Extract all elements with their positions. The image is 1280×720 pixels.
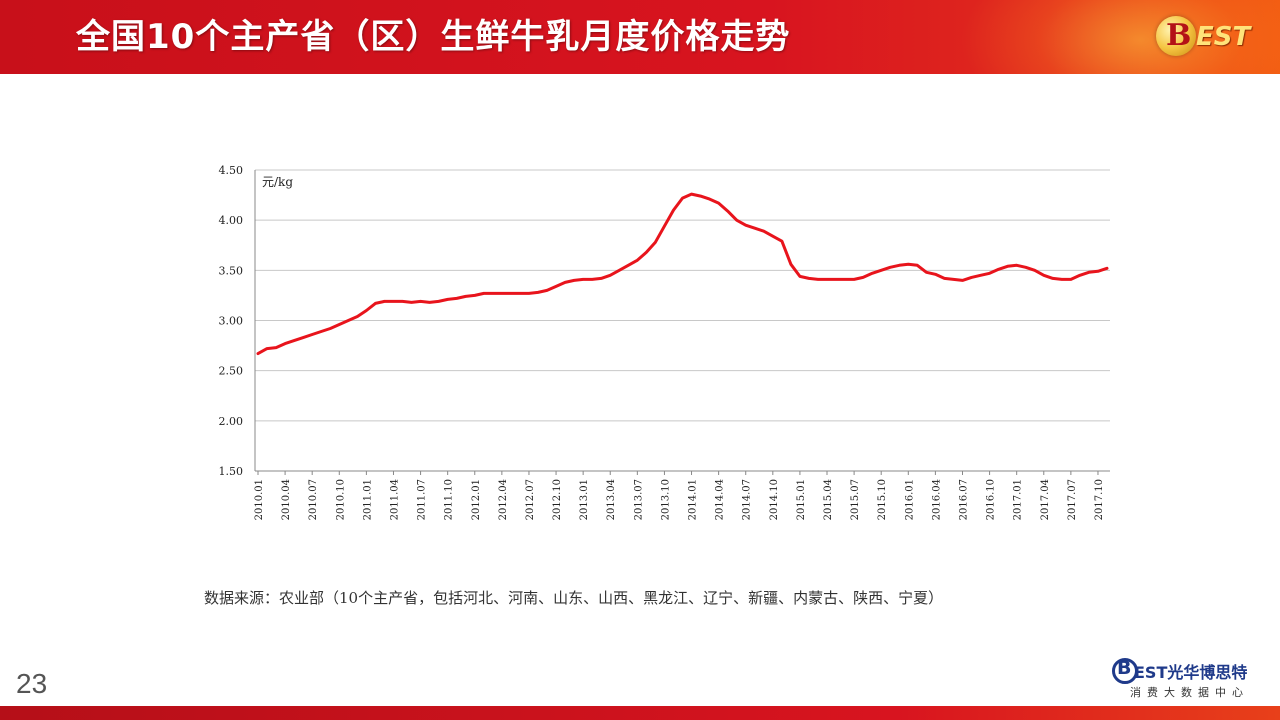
y-axis-label: 元/kg	[262, 175, 293, 189]
x-tick-label: 2017.07	[1067, 479, 1078, 520]
x-tick-label: 2010.07	[308, 479, 319, 520]
x-tick-label: 2012.01	[471, 479, 482, 520]
y-tick-label: 4.00	[219, 214, 244, 227]
price-chart: 4.50 4.00 3.50 3.00 2.50 2.00 1.50 2010.01 2010…	[200, 160, 1130, 550]
x-tick-label: 2017.01	[1013, 479, 1024, 520]
x-tick-label: 2015.07	[850, 479, 861, 520]
x-tick-label: 2011.10	[444, 479, 455, 520]
y-tick-label: 2.00	[219, 415, 244, 428]
best-logo: B EST	[1152, 10, 1262, 64]
x-tick-label: 2016.07	[958, 479, 969, 520]
logo-est-text: EST	[1196, 22, 1251, 52]
x-tick-label: 2011.04	[389, 479, 400, 520]
page-number: 23	[16, 668, 48, 699]
y-tick-label: 2.50	[219, 365, 244, 378]
x-tick-label: 2015.04	[823, 479, 834, 520]
x-tick-label: 2017.04	[1040, 479, 1051, 520]
y-tick-label: 3.00	[219, 315, 244, 328]
x-tick-label: 2012.04	[498, 479, 509, 520]
x-tick-label: 2012.10	[552, 479, 563, 520]
x-tick-label: 2017.10	[1094, 479, 1105, 520]
x-tick-label: 2014.10	[769, 479, 780, 520]
grid-lines	[255, 169, 1110, 422]
x-tick-label: 2011.01	[362, 479, 373, 520]
y-tick-label: 4.50	[219, 164, 244, 177]
footer-logo-b: B	[1117, 657, 1132, 679]
series-lines	[256, 192, 1109, 356]
footer-logo: B EST光华博思特 消费大数据中心	[1112, 656, 1272, 702]
x-tick-label: 2013.01	[579, 479, 590, 520]
x-tick-labels: 2010.01 2010.04 2010.07 2010.10 2011.01 2011.…	[254, 479, 1105, 520]
y-tick-label: 1.50	[219, 465, 244, 478]
x-tick-label: 2013.07	[633, 479, 644, 520]
logo-b-letter: B	[1166, 18, 1192, 53]
series-line-milk-price	[256, 192, 1109, 356]
footer-logo-tagline: 消费大数据中心	[1130, 686, 1249, 699]
x-tick-label: 2014.07	[742, 479, 753, 520]
x-tick-label: 2010.10	[335, 479, 346, 520]
x-tick-label: 2016.01	[904, 479, 915, 520]
footer-logo-est: EST	[1134, 663, 1168, 682]
x-tick-label: 2016.10	[986, 479, 997, 520]
footer-logo-name: EST光华博思特	[1134, 659, 1247, 683]
y-tick-label: 3.50	[219, 264, 244, 277]
title-banner: 全国10个主产省（区）生鲜牛乳月度价格走势 B EST	[0, 0, 1280, 74]
x-tick-label: 2011.07	[417, 479, 428, 520]
line-chart-svg: 4.504.003.503.002.502.001.50 2010.01 2010…	[219, 164, 1110, 520]
x-tick-label: 2013.04	[606, 479, 617, 520]
x-tick-label: 2013.10	[660, 479, 671, 520]
x-tick-label: 2015.01	[796, 479, 807, 520]
footer-bar	[0, 706, 1280, 720]
logo-circle-icon	[1156, 16, 1196, 56]
x-tick-label: 2015.10	[877, 479, 888, 520]
x-tick-label: 2014.01	[688, 479, 699, 520]
footer-logo-ring-icon	[1112, 658, 1138, 684]
data-source-note: 数据来源：农业部（10个主产省，包括河北、河南、山东、山西、黑龙江、辽宁、新疆、…	[204, 589, 944, 607]
x-tick-label: 2016.04	[931, 479, 942, 520]
x-tick-label: 2010.01	[254, 479, 265, 520]
axes	[254, 170, 1110, 475]
x-tick-label: 2012.07	[525, 479, 536, 520]
y-tick-labels: 4.50 4.00 3.50 3.00 2.50 2.00 1.50	[219, 164, 244, 478]
footer-logo-cn: 光华博思特	[1167, 663, 1248, 682]
page-title: 全国10个主产省（区）生鲜牛乳月度价格走势	[76, 17, 791, 57]
x-tick-label: 2014.04	[715, 479, 726, 520]
x-tick-label: 2010.04	[281, 479, 292, 520]
